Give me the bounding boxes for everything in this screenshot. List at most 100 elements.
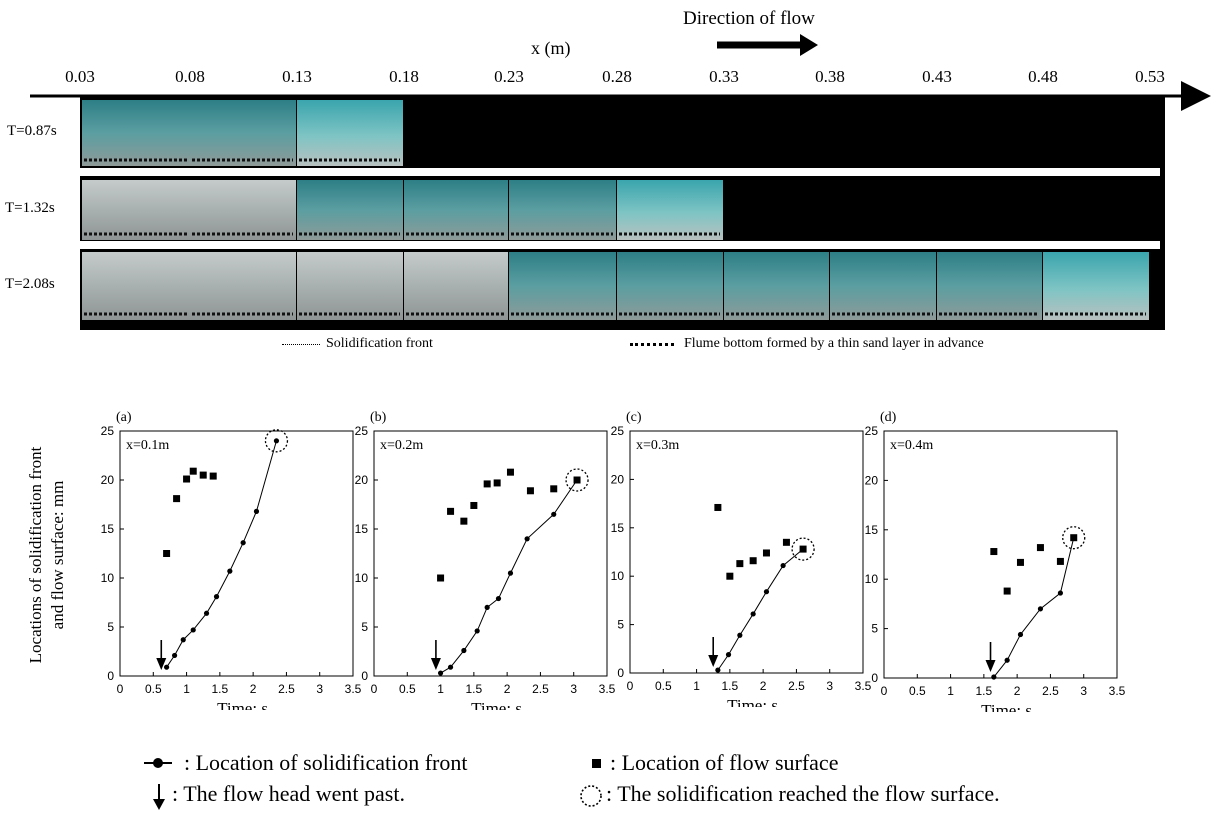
flow-surface-point xyxy=(483,480,491,488)
x-tick-label: 1 xyxy=(693,679,700,693)
reached-legend-text: : The solidification reached the flow su… xyxy=(606,781,1000,806)
front-point xyxy=(474,628,480,634)
flume-photo xyxy=(509,252,616,320)
y-tick-label: 10 xyxy=(865,572,879,586)
x-axis-label: Time: s xyxy=(727,696,778,707)
x-tick-label: 0.5 xyxy=(909,684,926,698)
y-tick-label: 20 xyxy=(101,473,115,487)
plot-frame xyxy=(373,430,608,677)
y-tick-label: 5 xyxy=(107,620,114,634)
flow-surface-point xyxy=(163,550,171,557)
y-tick-label: 10 xyxy=(611,569,625,583)
x-tick-label: 2.5 xyxy=(278,682,295,696)
surface-legend-marker xyxy=(592,759,601,768)
flow-surface-point xyxy=(447,507,455,515)
x-tick-label: 0.13 xyxy=(282,67,312,86)
front-point xyxy=(484,604,490,610)
flume-photo xyxy=(509,180,616,240)
x-tick-label: 1.5 xyxy=(976,684,993,698)
plot-frame xyxy=(119,430,354,677)
solidification-front-line xyxy=(717,548,804,671)
x-tick-label: 0.33 xyxy=(709,67,739,86)
flume-photo-figure xyxy=(30,34,1211,330)
front-point xyxy=(1004,657,1010,663)
front-point xyxy=(240,540,246,546)
flow-surface-point xyxy=(550,485,558,493)
x-tick-label: 1.5 xyxy=(466,682,483,696)
front-point xyxy=(164,664,170,670)
flume-photo xyxy=(82,100,191,166)
flow-surface-point xyxy=(573,476,581,484)
x-tick-label: 0.5 xyxy=(145,682,162,696)
x-tick-label: 0.5 xyxy=(399,682,416,696)
solidification-front-line xyxy=(166,440,277,668)
flow-surface-point xyxy=(762,549,770,557)
x-tick-label: 1 xyxy=(437,682,444,696)
solidification-front-line xyxy=(993,537,1075,678)
front-point xyxy=(991,674,997,680)
x-tick-label: 3.5 xyxy=(855,679,872,693)
y-tick-label: 25 xyxy=(611,424,625,438)
flow-surface-point xyxy=(173,495,181,503)
flume-photo xyxy=(190,100,296,166)
flume-photo xyxy=(830,252,936,320)
flow-surface-point xyxy=(1036,544,1044,552)
row-separator xyxy=(80,168,1160,176)
position-annotation: x=0.1m xyxy=(126,438,169,453)
flume-photo xyxy=(1043,252,1149,320)
front-point xyxy=(203,610,210,616)
y-tick-label: 5 xyxy=(361,620,368,634)
front-point xyxy=(180,637,186,643)
front-point xyxy=(495,595,502,602)
x-tick-label: 0.03 xyxy=(65,67,95,86)
flow-surface-point xyxy=(526,487,534,495)
position-annotation: x=0.3m xyxy=(636,438,679,453)
y-tick-label: 20 xyxy=(865,473,879,487)
y-tick-label: 15 xyxy=(101,522,115,536)
flume-photo xyxy=(297,100,403,166)
x-tick-label: 0 xyxy=(881,684,888,698)
y-tick-label: 15 xyxy=(865,523,879,537)
x-tick-label: 0.38 xyxy=(815,67,845,86)
y-tick-label: 5 xyxy=(871,622,878,636)
x-tick-label: 0.28 xyxy=(602,67,632,86)
front-point xyxy=(763,589,770,595)
front-point xyxy=(1017,631,1024,638)
y-tick-label: 10 xyxy=(101,571,115,585)
x-axis-label: Time: s xyxy=(471,699,522,710)
y-tick-label: 20 xyxy=(611,472,625,486)
panel-letter: (a) xyxy=(116,410,132,425)
front-point xyxy=(213,594,220,600)
flow-surface-point xyxy=(493,479,501,487)
x-tick-label: 3.5 xyxy=(345,682,362,696)
x-tick-label: 1 xyxy=(947,684,954,698)
reached-surface-marker xyxy=(791,537,815,561)
x-tick-label: 0.43 xyxy=(922,67,952,86)
flume-photo xyxy=(937,252,1042,320)
flow-surface-point xyxy=(1070,534,1078,542)
front-point xyxy=(227,568,233,574)
front-point xyxy=(1037,606,1044,612)
front-point xyxy=(461,647,467,654)
flow-head-arrowhead xyxy=(430,658,441,670)
x-tick-label: 2.5 xyxy=(1042,684,1059,698)
flume-photo xyxy=(82,180,191,240)
front-point xyxy=(437,670,444,676)
dotted-circle-icon xyxy=(580,785,602,807)
row-time-label: T=0.87s xyxy=(7,123,57,139)
flow-surface-point xyxy=(714,503,722,511)
front-point xyxy=(737,632,743,638)
flow-surface-point xyxy=(736,560,744,568)
flow-surface-point xyxy=(460,517,468,525)
x-tick-label: 3.5 xyxy=(599,682,616,696)
x-tick-label: 0 xyxy=(371,682,378,696)
reached-surface-marker xyxy=(264,429,289,453)
x-tick-label: 3 xyxy=(570,682,577,696)
panel-letter: (c) xyxy=(626,410,642,425)
x-tick-label: 3 xyxy=(316,682,323,696)
x-tick-label: 0.48 xyxy=(1028,67,1058,86)
front-point xyxy=(507,570,514,576)
x-axis-label: Time: s xyxy=(217,699,268,710)
flow-surface-point xyxy=(799,545,807,553)
front-point xyxy=(447,664,454,670)
